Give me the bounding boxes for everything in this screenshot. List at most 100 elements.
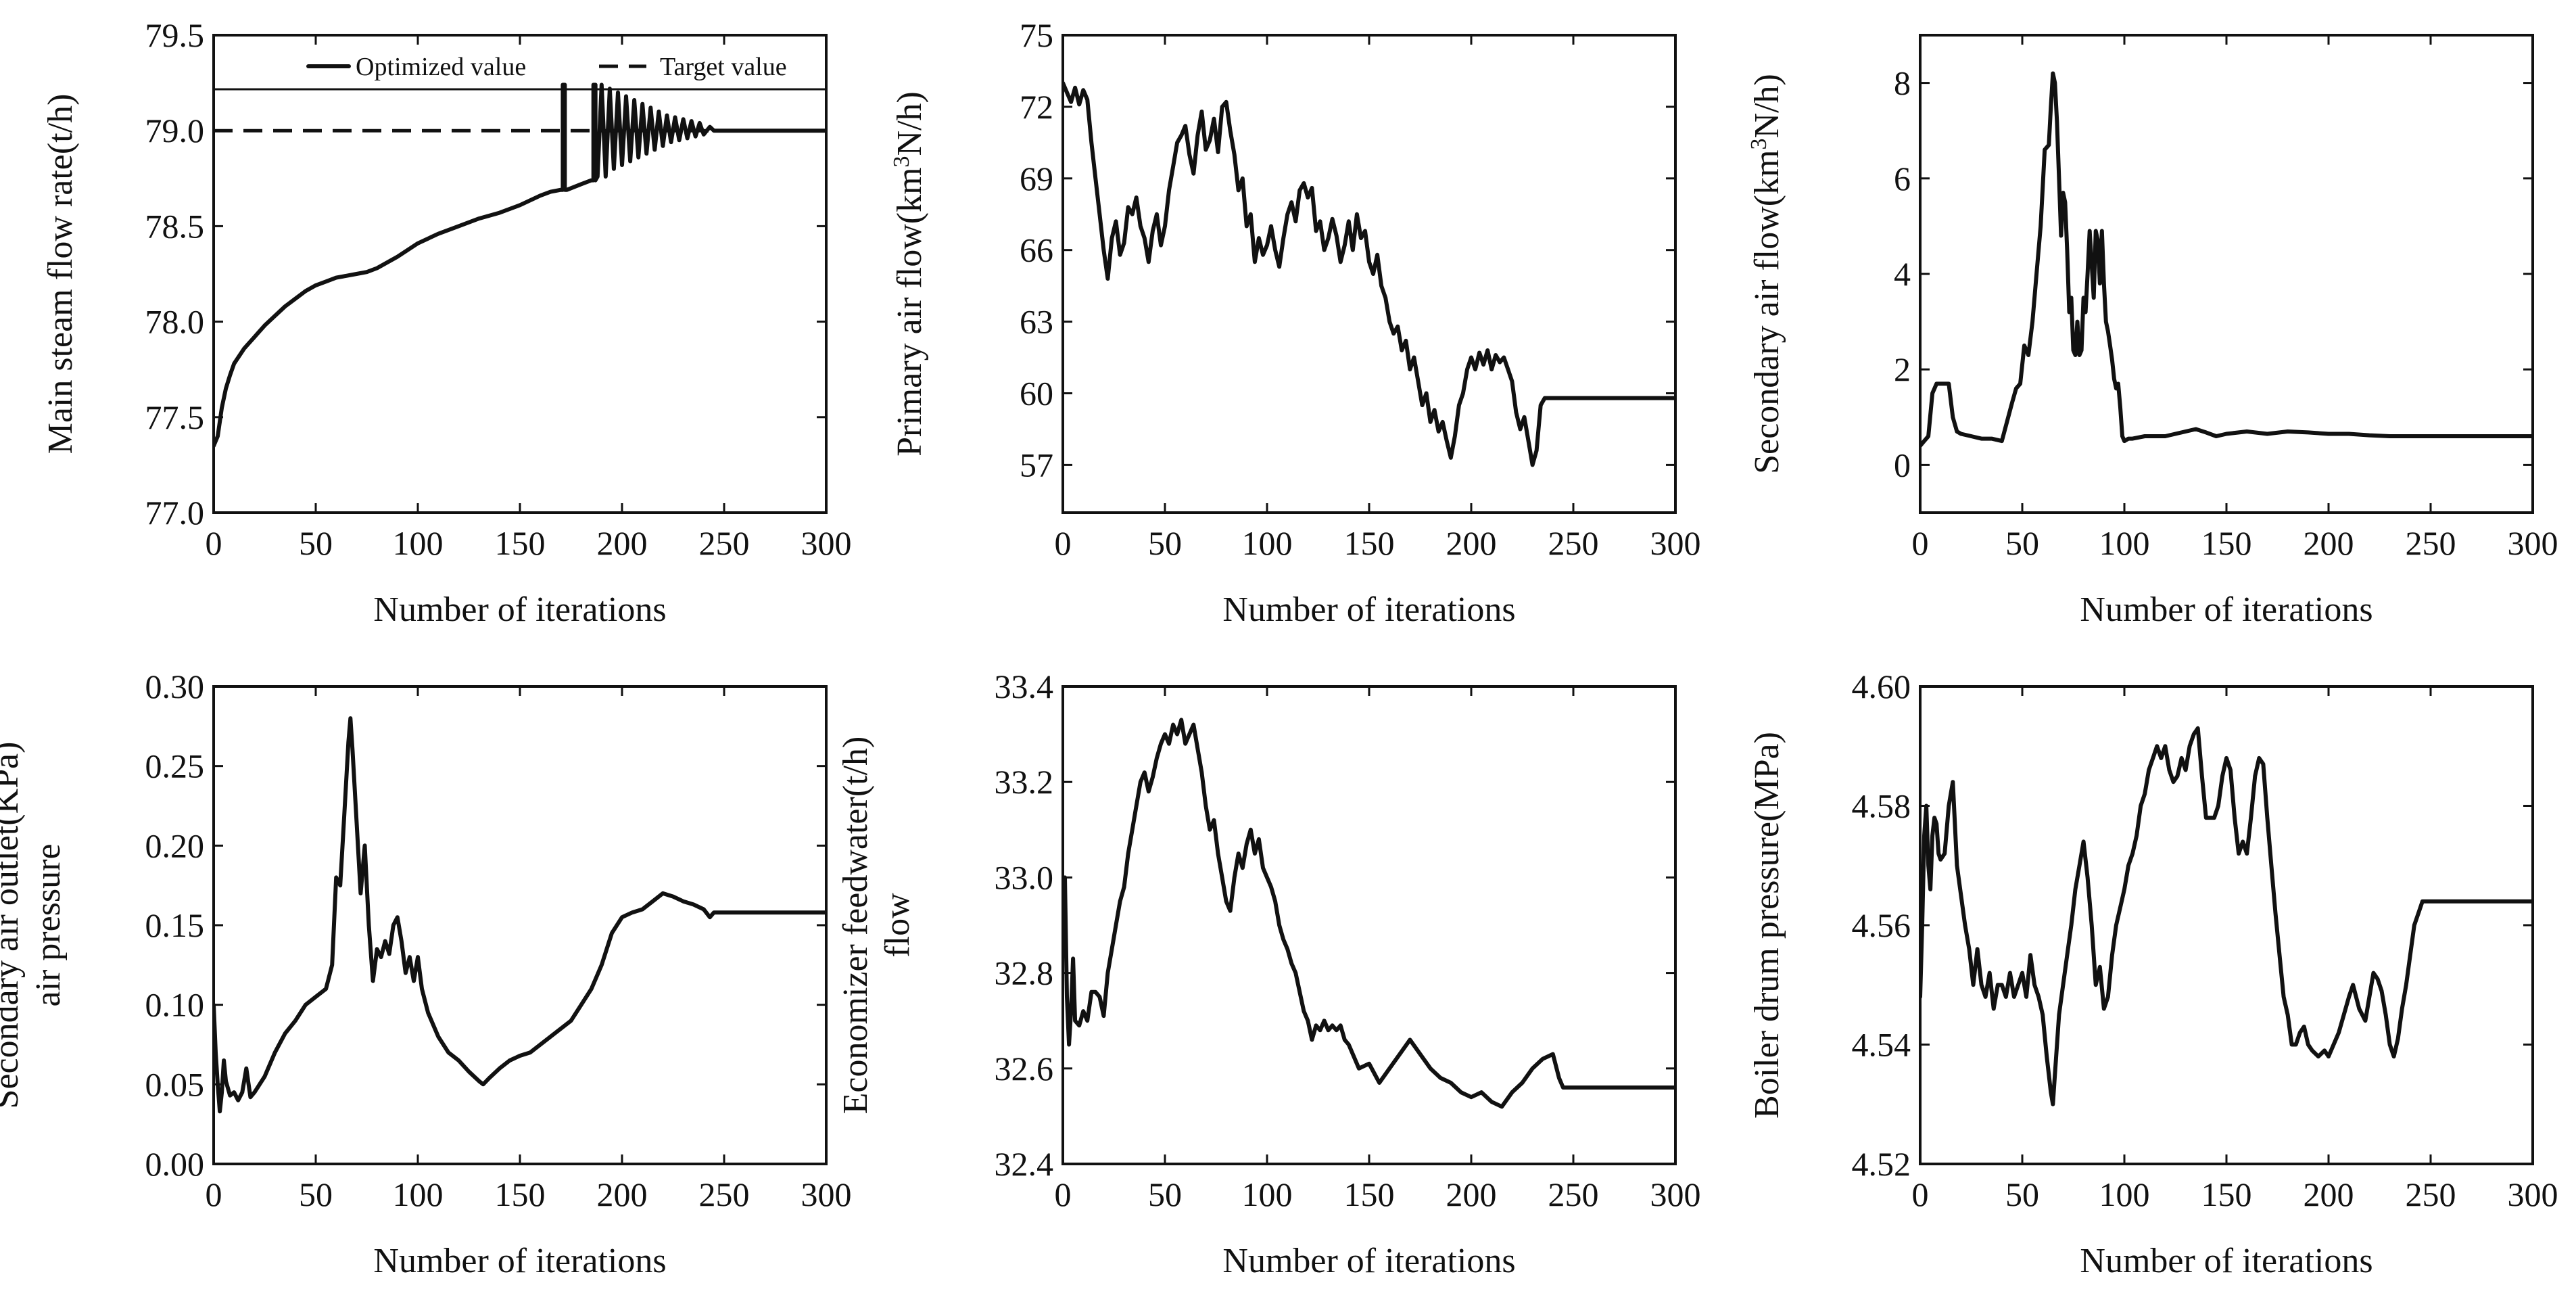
optimized-value-line (214, 83, 826, 448)
x-tick-label: 0 (1055, 1175, 1072, 1213)
y-tick-label: 79.5 (145, 16, 205, 54)
y-tick-label: 0.20 (145, 826, 205, 864)
y-axis-label: Boiler drum pressure(MPa) (1748, 732, 1786, 1119)
y-tick-label: 4.56 (1852, 906, 1911, 944)
legend-entry-target: Target value (660, 53, 787, 81)
optimized-value-line (1920, 71, 2533, 448)
x-tick-label: 250 (699, 1175, 750, 1213)
x-tick-label: 250 (699, 524, 750, 562)
x-tick-label: 250 (2406, 1175, 2456, 1213)
x-tick-label: 150 (495, 1175, 546, 1213)
x-tick-label: 300 (1650, 1175, 1701, 1213)
y-tick-label: 32.6 (995, 1050, 1054, 1088)
x-tick-label: 0 (1055, 524, 1072, 562)
x-axis-label: Number of iterations (1222, 590, 1515, 629)
subplot-grid: 0 50 100 150 200 250 30077.077.578.078.579.079… (0, 16, 2558, 1280)
x-tick-label: 0 (1912, 1175, 1929, 1213)
y-tick-label: 75 (1020, 16, 1053, 54)
y-tick-label: 33.2 (995, 763, 1054, 801)
y-tick-label: 77.0 (145, 494, 205, 532)
y-tick-label: 72 (1020, 88, 1053, 126)
y-tick-label: 4.52 (1852, 1145, 1911, 1183)
x-tick-label: 250 (2406, 524, 2456, 562)
chart-panel-5: 0 50 100 150 200 250 300 32.4 32.6 32.8 33.0 33.2 33… (836, 668, 1701, 1280)
x-axis-label: Number of iterations (2080, 590, 2372, 629)
y-tick-label: 0.30 (145, 668, 205, 705)
y-tick-label: 66 (1020, 231, 1053, 269)
y-tick-label: 6 (1894, 160, 1911, 197)
y-tick-label: 0.15 (145, 906, 205, 944)
y-tick-label: 78.5 (145, 207, 205, 245)
y-tick-label: 69 (1020, 160, 1053, 197)
y-tick-label: 33.4 (995, 668, 1054, 705)
chart-panel-1: 0 50 100 150 200 250 300 77.0 77.5 78.0 78.5 79.0 79… (41, 16, 852, 629)
x-tick-label: 200 (1446, 1175, 1497, 1213)
y-tick-label: 0.00 (145, 1145, 205, 1183)
x-tick-label: 200 (597, 1175, 648, 1213)
x-tick-label: 50 (1148, 524, 1182, 562)
y-tick-label: 60 (1020, 375, 1053, 413)
x-tick-label: 150 (1344, 1175, 1395, 1213)
y-tick-label: 2 (1894, 350, 1911, 388)
x-tick-label: 100 (1242, 1175, 1293, 1213)
x-tick-label: 50 (2005, 1175, 2039, 1213)
optimized-value-line (1063, 718, 1675, 1109)
x-tick-label: 200 (2304, 524, 2354, 562)
x-tick-label: 150 (495, 524, 546, 562)
x-axis-label: Number of iterations (373, 1242, 666, 1280)
x-tick-label: 150 (1344, 524, 1395, 562)
plot-frame (1062, 34, 1677, 514)
x-axis-label: Number of iterations (373, 590, 666, 629)
x-tick-label: 50 (1148, 1175, 1182, 1213)
x-tick-label: 50 (299, 524, 333, 562)
x-tick-label: 100 (2099, 1175, 2150, 1213)
y-axis-label: Primary air flow(km3N/h) (889, 91, 930, 457)
y-tick-label: 4.60 (1852, 668, 1911, 705)
plot-frame (212, 34, 828, 514)
x-tick-label: 300 (801, 524, 852, 562)
x-tick-label: 0 (206, 1175, 222, 1213)
y-tick-label: 0 (1894, 446, 1911, 484)
x-tick-label: 300 (1650, 524, 1701, 562)
x-tick-label: 300 (2508, 524, 2558, 562)
y-tick-label: 32.8 (995, 954, 1054, 992)
x-tick-label: 200 (597, 524, 648, 562)
x-tick-label: 200 (2304, 1175, 2354, 1213)
y-tick-label: 33.0 (995, 858, 1054, 896)
legend-entry-optimized: Optimized value (356, 53, 526, 81)
y-axis-label: Main steam flow rate(t/h) (41, 94, 80, 454)
y-tick-label: 32.4 (995, 1145, 1054, 1183)
x-tick-label: 100 (2099, 524, 2150, 562)
optimized-value-line (1063, 80, 1675, 467)
y-tick-label: 63 (1020, 303, 1053, 341)
x-tick-label: 250 (1548, 524, 1599, 562)
legend: Optimized value Target value (214, 53, 826, 91)
x-tick-label: 50 (299, 1175, 333, 1213)
x-tick-label: 100 (393, 524, 444, 562)
x-tick-label: 250 (1548, 1175, 1599, 1213)
x-tick-label: 300 (2508, 1175, 2558, 1213)
x-tick-label: 0 (206, 524, 222, 562)
y-tick-label: 79.0 (145, 112, 205, 149)
plot-frame (212, 685, 828, 1165)
plot-frame (1919, 34, 2534, 514)
y-tick-label: 4.58 (1852, 787, 1911, 825)
y-axis-label: Secondary air flow(km3N/h) (1746, 74, 1787, 474)
x-tick-label: 300 (801, 1175, 852, 1213)
y-tick-label: 77.5 (145, 398, 205, 436)
x-axis-label: Number of iterations (1222, 1242, 1515, 1280)
x-tick-label: 50 (2005, 524, 2039, 562)
optimized-value-line (214, 716, 826, 1114)
chart-panel-2: 0 50 100 150 200 250 300 57 60 63 66 69 72 75 Number o… (889, 16, 1701, 629)
x-tick-label: 100 (1242, 524, 1293, 562)
y-axis-label: Secondary air outlet(KPa)air pressure (0, 742, 68, 1109)
x-tick-label: 150 (2201, 524, 2252, 562)
x-tick-label: 200 (1446, 524, 1497, 562)
y-tick-label: 4.54 (1852, 1026, 1911, 1064)
y-axis-label: Economizer feedwater(t/h)flow (836, 737, 917, 1115)
optimized-value-line (1920, 726, 2533, 1106)
chart-panel-6: 0 50 100 150 200 250 300 4.52 4.54 4.56 4.58 4.60 Nu… (1748, 668, 2558, 1280)
x-tick-label: 100 (393, 1175, 444, 1213)
y-tick-label: 78.0 (145, 303, 205, 341)
